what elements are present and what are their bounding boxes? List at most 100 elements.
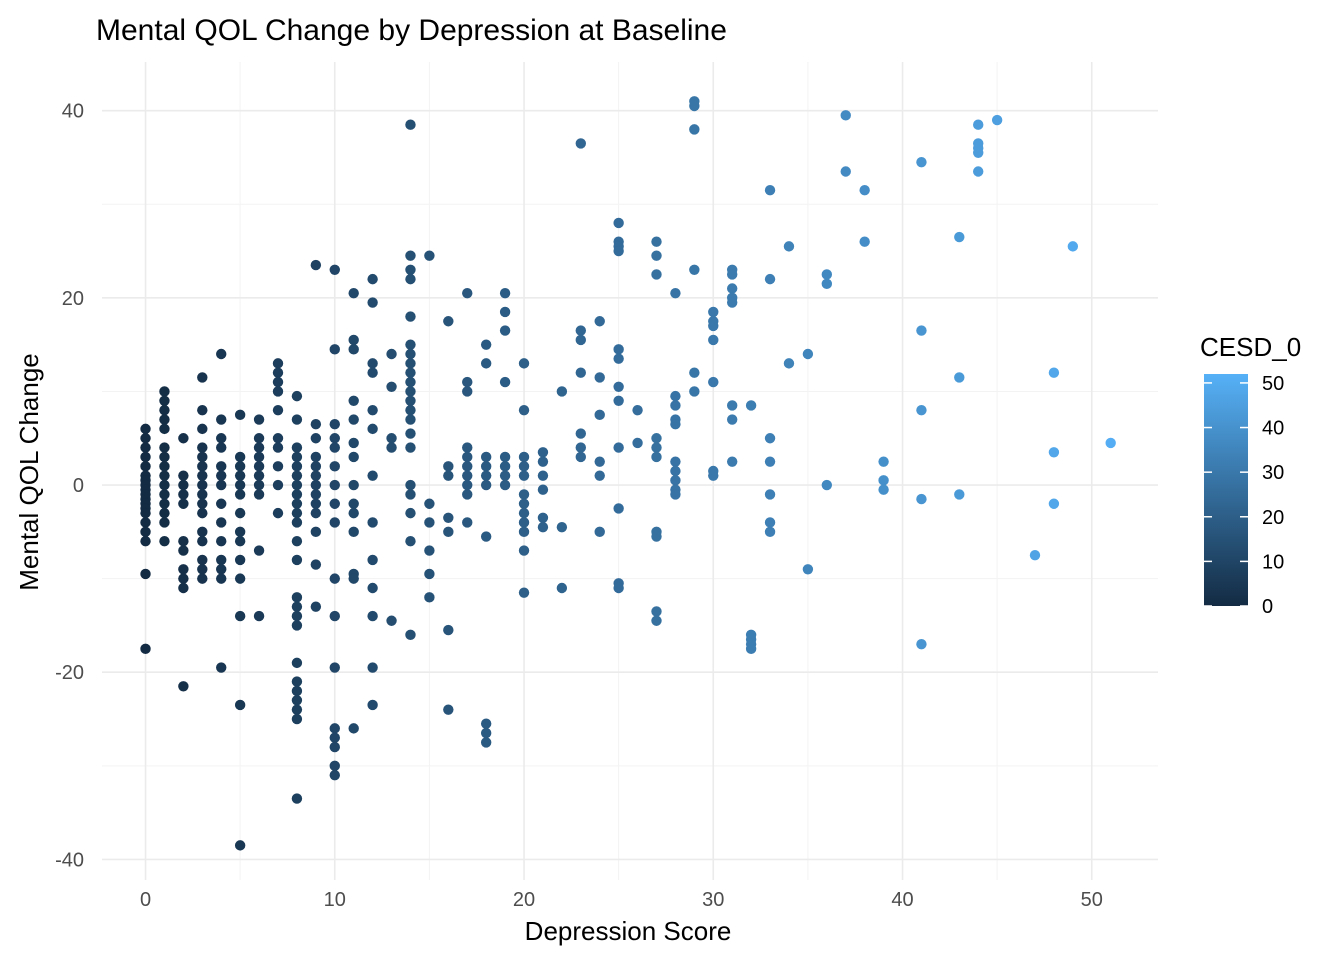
data-point [272,433,284,444]
data-point [424,250,435,261]
data-point [216,564,227,575]
data-point [651,615,662,626]
data-point [216,573,227,584]
data-point [216,442,227,453]
data-point [140,526,151,538]
data-point [234,840,246,851]
data-point [367,470,378,481]
data-point [594,456,605,467]
data-point [821,278,833,290]
data-point [651,433,662,444]
data-point [310,451,322,463]
data-point [348,723,359,734]
data-point [802,564,814,575]
x-axis-ticks: 0 10 20 30 40 50 [140,889,1103,911]
y-axis-ticks: -40 -20 0 20 40 [55,101,84,872]
data-point [178,545,189,556]
data-point [556,582,568,594]
data-point [310,507,322,519]
data-point [670,400,681,411]
data-point [159,404,170,416]
data-point [878,484,889,495]
data-point [140,517,151,528]
data-point [291,442,303,453]
data-point [764,489,776,500]
data-point [197,526,208,538]
data-point [443,461,454,472]
data-point [197,507,208,519]
data-point [197,564,208,575]
data-point [1105,437,1116,449]
data-point [689,124,700,135]
data-point [291,517,303,528]
data-point [310,470,322,481]
data-point [424,498,435,509]
legend-tick-label: 10 [1262,551,1284,573]
data-point [159,461,170,472]
data-point [405,119,416,130]
data-point [821,269,833,280]
data-point [197,451,208,463]
data-point [462,376,473,388]
data-point [405,348,416,360]
data-point [216,479,227,491]
data-point [178,535,189,547]
data-point [726,297,738,308]
data-point [216,461,227,472]
data-point [140,643,151,655]
data-point [499,470,511,481]
data-point [405,311,416,322]
data-point [613,381,624,392]
data-point [575,428,586,439]
data-point [764,185,776,196]
data-point [310,461,322,472]
data-point [367,582,378,594]
data-point [159,489,170,500]
x-axis-title: Depression Score [525,916,732,946]
data-point [159,423,170,435]
data-point [670,419,681,430]
data-point [954,489,965,500]
data-point [291,451,303,463]
data-point [518,461,530,472]
data-point [234,470,246,481]
data-point [197,573,208,584]
data-point [613,217,624,229]
data-point [613,442,624,453]
data-point [916,156,927,168]
data-point [386,442,397,453]
data-point [367,554,378,566]
data-point [480,451,492,463]
data-point [480,339,492,350]
data-point [329,769,340,781]
data-point [348,334,359,346]
data-point [745,643,757,655]
x-tick-label: 40 [891,889,913,911]
data-point [726,400,738,411]
data-point [291,470,303,481]
data-point [140,461,151,472]
data-point [178,479,189,491]
data-point [348,395,359,407]
data-point [405,442,416,453]
data-point [197,489,208,500]
data-point [329,662,340,673]
data-point [348,479,359,491]
legend-ticks: 0 10 20 30 40 50 [1204,373,1284,618]
data-point [272,358,284,369]
data-point [556,386,568,397]
y-tick-label: -40 [55,849,84,871]
data-point [216,498,227,509]
data-point [708,470,719,481]
data-point [178,573,189,584]
data-point [178,433,189,444]
data-point [537,521,549,533]
data-point [726,283,738,294]
data-point [140,535,151,547]
data-point [670,456,681,467]
data-point [802,348,814,360]
data-point [708,334,719,346]
data-point [651,250,662,261]
data-point [386,381,397,392]
data-point [537,456,549,467]
